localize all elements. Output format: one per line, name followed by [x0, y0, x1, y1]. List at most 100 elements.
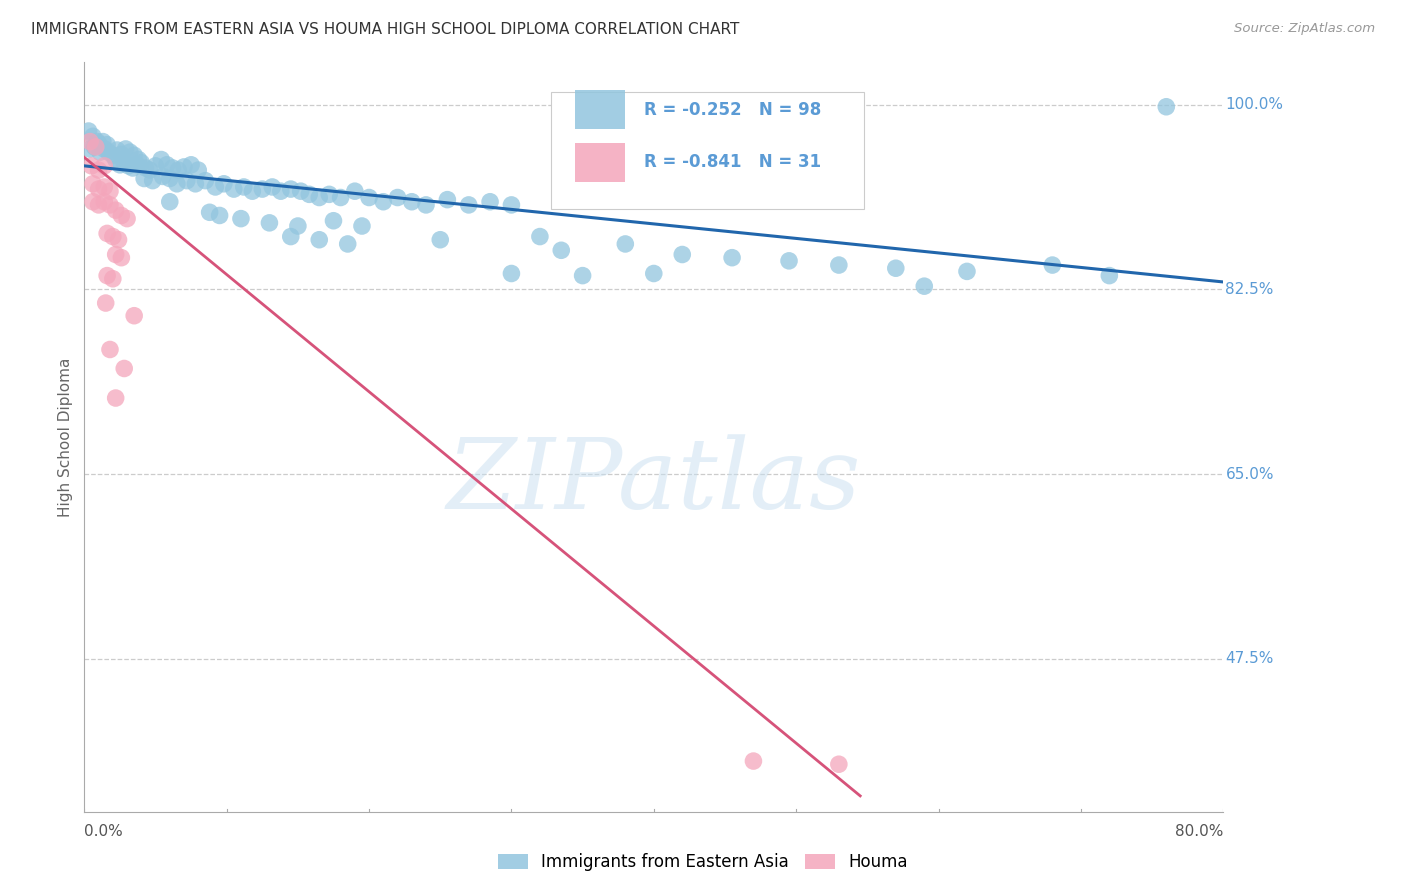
Point	[104, 153, 127, 167]
Point	[82, 129, 104, 144]
Point	[571, 268, 593, 283]
Point	[614, 236, 637, 251]
Point	[96, 227, 118, 241]
Point	[1098, 268, 1121, 283]
Point	[1156, 100, 1178, 114]
Point	[956, 264, 979, 278]
Point	[122, 309, 145, 323]
Point	[373, 194, 395, 209]
Point	[115, 211, 138, 226]
Point	[401, 194, 423, 209]
Point	[135, 161, 157, 175]
Point	[240, 184, 263, 198]
Point	[110, 209, 132, 223]
Point	[94, 296, 117, 310]
Point	[110, 147, 132, 161]
Point	[479, 194, 502, 209]
Point	[176, 174, 198, 188]
Point	[118, 145, 141, 160]
Point	[270, 184, 292, 198]
Point	[828, 757, 851, 772]
Point	[318, 187, 340, 202]
Point	[208, 209, 231, 223]
Point	[298, 187, 321, 202]
Point	[82, 194, 104, 209]
Text: 65.0%: 65.0%	[1226, 467, 1274, 482]
Point	[222, 182, 245, 196]
Y-axis label: High School Diploma: High School Diploma	[58, 358, 73, 516]
Point	[104, 391, 127, 405]
Point	[127, 153, 149, 167]
Point	[108, 158, 131, 172]
Point	[180, 158, 202, 172]
Point	[721, 251, 744, 265]
Point	[173, 160, 195, 174]
Text: R = -0.252   N = 98: R = -0.252 N = 98	[644, 101, 821, 119]
Point	[87, 163, 110, 178]
Point	[166, 177, 188, 191]
Point	[93, 180, 115, 194]
Point	[117, 159, 139, 173]
Point	[131, 155, 153, 169]
Point	[232, 180, 254, 194]
Point	[156, 158, 179, 172]
Point	[359, 190, 381, 204]
Text: 0.0%: 0.0%	[84, 824, 124, 839]
Point	[828, 258, 851, 272]
Point	[93, 159, 115, 173]
Point	[550, 244, 572, 258]
Point	[262, 180, 284, 194]
Point	[671, 247, 693, 261]
Point	[87, 198, 110, 212]
Point	[387, 190, 409, 204]
Point	[80, 159, 103, 173]
Point	[82, 177, 104, 191]
Point	[110, 251, 132, 265]
FancyBboxPatch shape	[551, 93, 865, 209]
Point	[101, 272, 124, 286]
Point	[329, 190, 352, 204]
Point	[308, 233, 330, 247]
Text: IMMIGRANTS FROM EASTERN ASIA VS HOUMA HIGH SCHOOL DIPLOMA CORRELATION CHART: IMMIGRANTS FROM EASTERN ASIA VS HOUMA HI…	[31, 22, 740, 37]
Point	[96, 137, 118, 152]
Point	[436, 193, 458, 207]
Text: R = -0.841   N = 31: R = -0.841 N = 31	[644, 153, 821, 171]
Legend: Immigrants from Eastern Asia, Houma: Immigrants from Eastern Asia, Houma	[489, 845, 917, 880]
Point	[501, 267, 523, 281]
FancyBboxPatch shape	[575, 143, 626, 182]
Point	[98, 198, 121, 212]
Point	[912, 279, 935, 293]
Point	[142, 174, 165, 188]
Point	[101, 229, 124, 244]
Point	[101, 148, 124, 162]
Point	[86, 135, 108, 149]
Point	[501, 198, 523, 212]
Point	[77, 124, 100, 138]
Point	[121, 161, 143, 175]
Point	[184, 177, 207, 191]
Point	[96, 268, 118, 283]
Point	[104, 203, 127, 218]
Point	[167, 163, 190, 178]
Point	[742, 754, 765, 768]
Text: Source: ZipAtlas.com: Source: ZipAtlas.com	[1234, 22, 1375, 36]
Point	[336, 236, 359, 251]
Point	[1042, 258, 1064, 272]
Point	[83, 140, 105, 154]
Point	[457, 198, 479, 212]
Point	[112, 361, 135, 376]
Point	[159, 171, 181, 186]
Point	[343, 184, 366, 198]
Point	[198, 205, 221, 219]
Point	[429, 233, 451, 247]
Point	[84, 140, 107, 154]
Point	[280, 182, 302, 196]
Point	[229, 211, 252, 226]
Point	[204, 180, 226, 194]
Text: 82.5%: 82.5%	[1226, 282, 1274, 297]
Point	[308, 190, 330, 204]
Point	[98, 343, 121, 357]
Point	[322, 213, 344, 227]
Point	[107, 233, 129, 247]
Text: 80.0%: 80.0%	[1175, 824, 1223, 839]
